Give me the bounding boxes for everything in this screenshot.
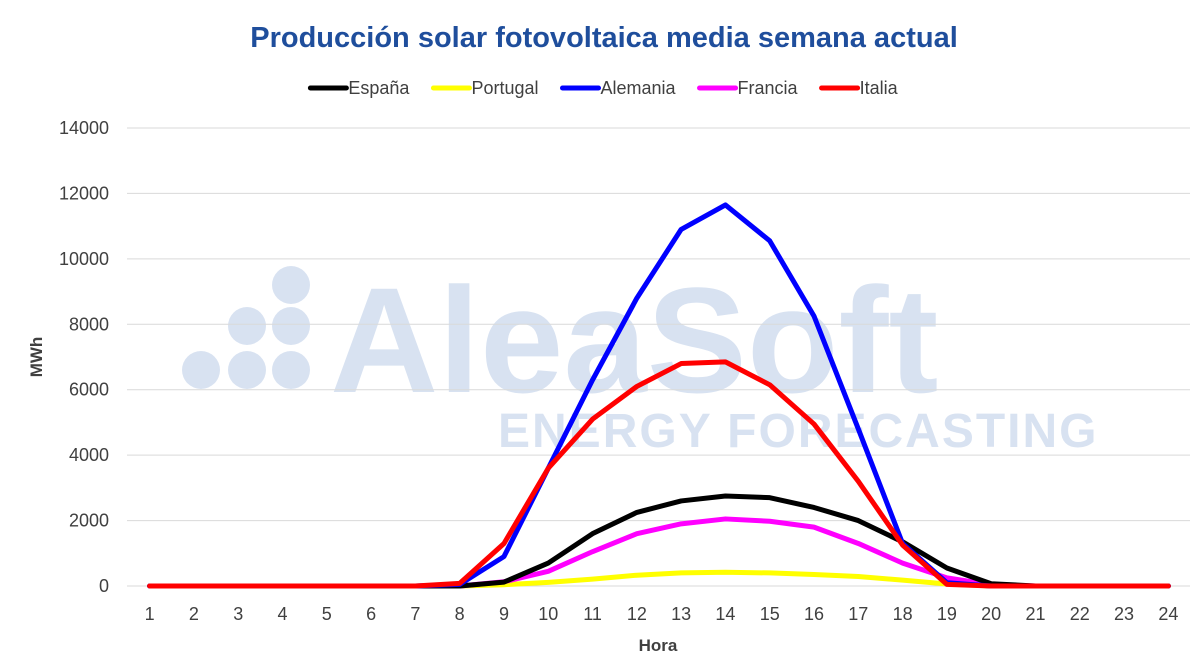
- y-tick-label: 14000: [59, 118, 109, 138]
- y-axis-label: MWh: [27, 337, 46, 378]
- x-axis-ticks: 1 2 3 4 5 6 7 8 9 10 11 12 13 14 15 16 17 18 19 20 21 22 23 24: [145, 604, 1179, 624]
- x-tick-label: 1: [145, 604, 155, 624]
- x-tick-label: 5: [322, 604, 332, 624]
- legend-label: Italia: [860, 78, 899, 98]
- x-tick-label: 11: [583, 604, 602, 624]
- x-tick-label: 18: [893, 604, 913, 624]
- chart-title: Producción solar fotovoltaica media sema…: [250, 22, 958, 54]
- x-tick-label: 15: [760, 604, 780, 624]
- y-tick-label: 8000: [69, 314, 109, 334]
- chart-legend: España Portugal Alemania Francia Italia: [307, 78, 899, 98]
- series-line-italia: [147, 359, 1171, 589]
- legend-item: España: [307, 78, 410, 98]
- y-axis-ticks: 0 2000 4000 6000 8000 10000 12000 14000: [59, 118, 109, 596]
- x-tick-label: 21: [1025, 604, 1045, 624]
- x-tick-label: 19: [937, 604, 957, 624]
- y-tick-label: 10000: [59, 249, 109, 269]
- x-tick-label: 7: [410, 604, 420, 624]
- x-tick-label: 4: [278, 604, 288, 624]
- y-tick-label: 0: [99, 576, 109, 596]
- x-tick-label: 3: [233, 604, 243, 624]
- legend-item: Alemania: [560, 78, 677, 98]
- watermark-brand: AleaSoft: [330, 256, 938, 424]
- x-tick-label: 22: [1070, 604, 1090, 624]
- x-tick-label: 16: [804, 604, 824, 624]
- aleasoft-watermark: AleaSoft ENERGY FORECASTING: [182, 256, 1097, 458]
- x-tick-label: 17: [848, 604, 868, 624]
- y-tick-label: 2000: [69, 511, 109, 531]
- x-axis-label: Hora: [639, 636, 678, 655]
- legend-label: Alemania: [601, 78, 677, 98]
- x-tick-label: 23: [1114, 604, 1134, 624]
- legend-label: España: [348, 78, 410, 98]
- series-lines: [147, 202, 1171, 589]
- y-tick-label: 12000: [59, 183, 109, 203]
- y-tick-label: 6000: [69, 380, 109, 400]
- x-tick-label: 14: [715, 604, 735, 624]
- x-tick-label: 24: [1158, 604, 1178, 624]
- x-tick-label: 6: [366, 604, 376, 624]
- x-tick-label: 2: [189, 604, 199, 624]
- legend-label: Francia: [738, 78, 799, 98]
- aleasoft-logo-dots-icon: [182, 266, 310, 389]
- legend-item: Portugal: [430, 78, 539, 98]
- x-tick-label: 8: [455, 604, 465, 624]
- x-tick-label: 12: [627, 604, 647, 624]
- x-tick-label: 20: [981, 604, 1001, 624]
- x-tick-label: 10: [538, 604, 558, 624]
- legend-item: Italia: [819, 78, 899, 98]
- x-tick-label: 9: [499, 604, 509, 624]
- x-tick-label: 13: [671, 604, 691, 624]
- y-tick-label: 4000: [69, 445, 109, 465]
- legend-label: Portugal: [471, 78, 538, 98]
- legend-item: Francia: [697, 78, 799, 98]
